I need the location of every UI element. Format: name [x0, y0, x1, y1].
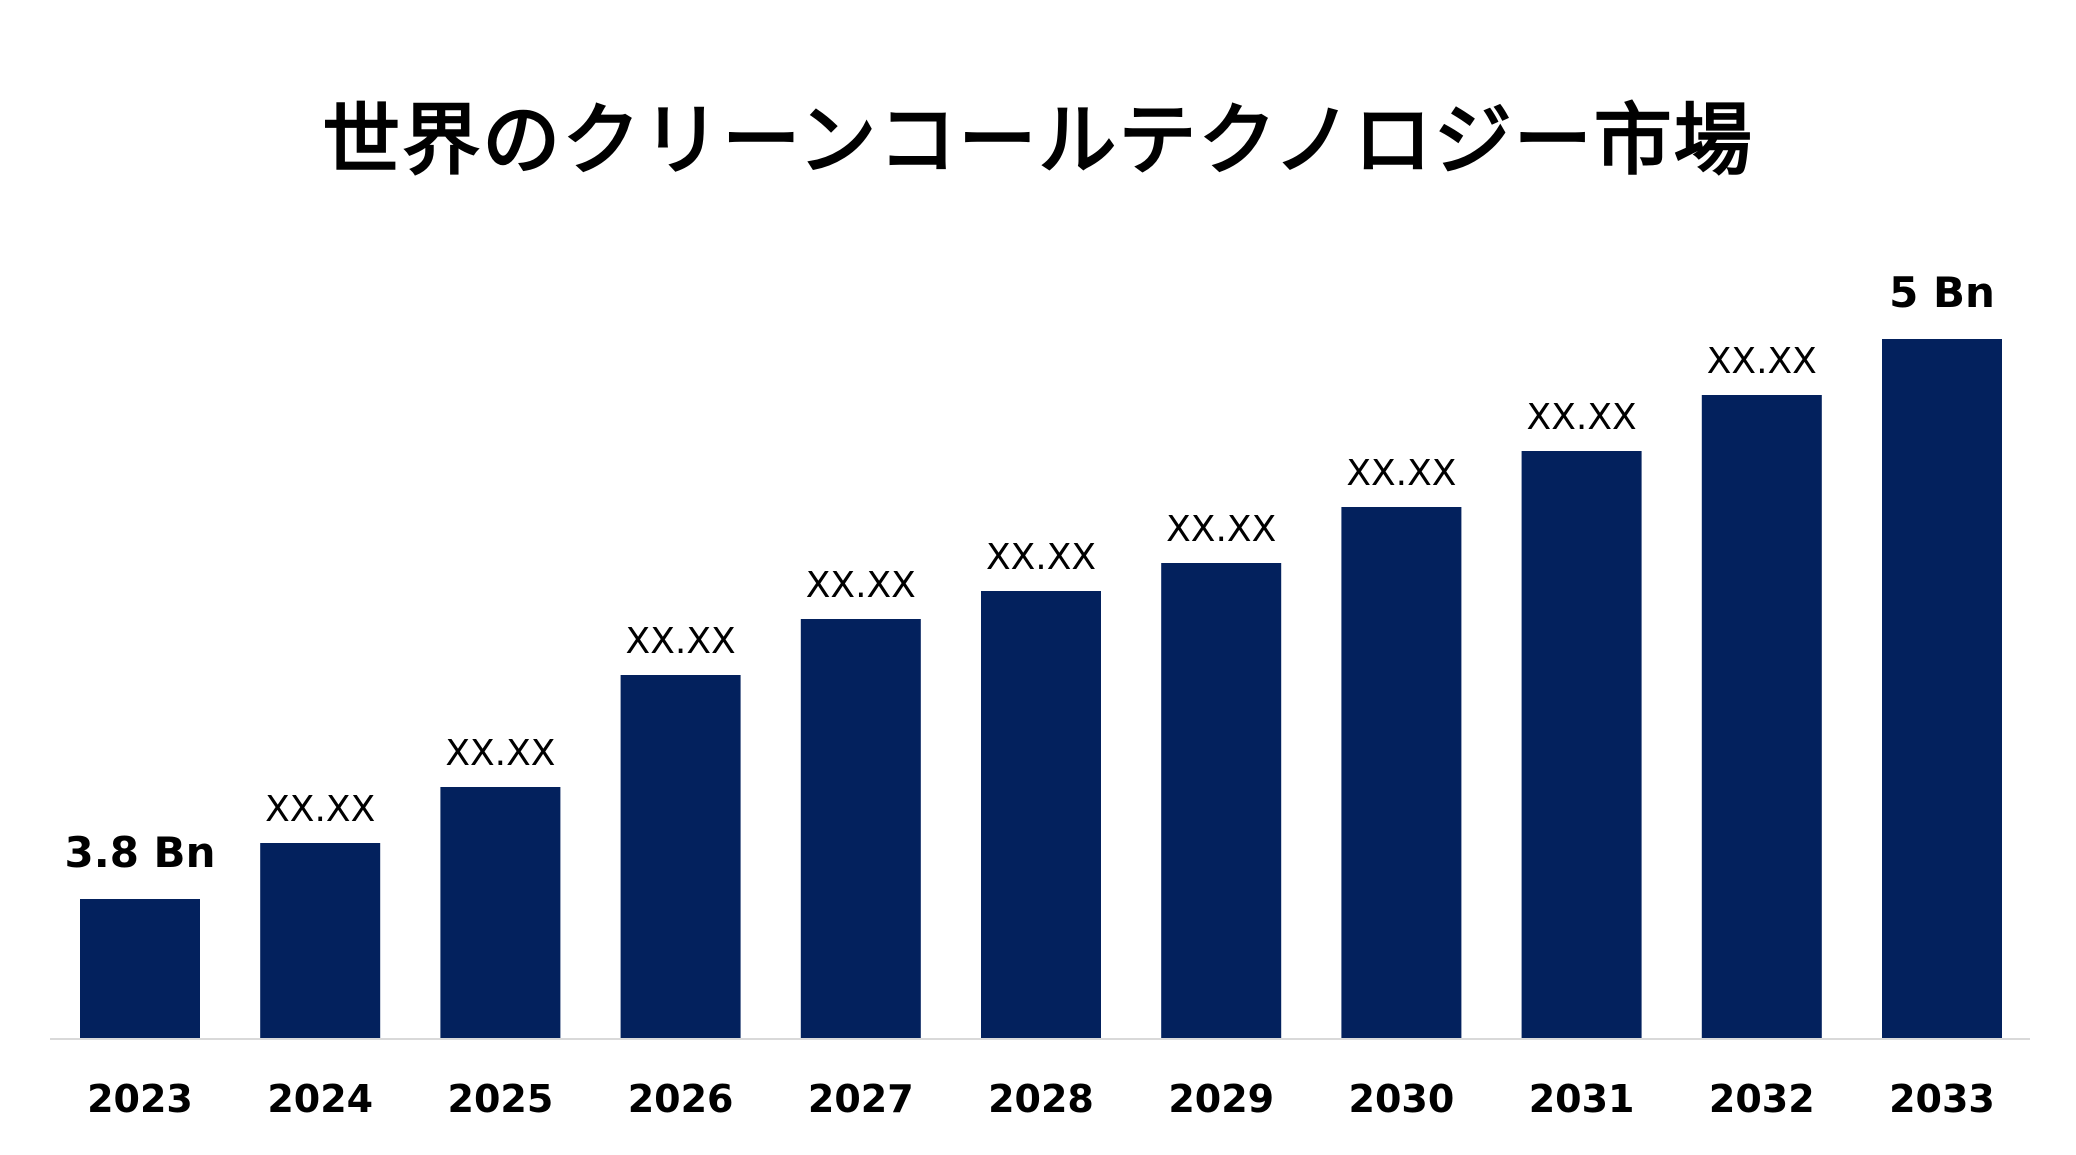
bar-2030 [1341, 507, 1462, 1039]
x-tick-labels: 2023 2024 2025 2026 2027 2028 2029 2030 2031 2032… [87, 1077, 1995, 1121]
bar-2028 [981, 591, 1101, 1039]
x-tick-label-2032: 2032 [1709, 1077, 1815, 1121]
data-label-2032: XX.XX [1707, 341, 1817, 382]
data-label-2028: XX.XX [986, 537, 1096, 578]
chart-title: 世界のクリーンコールテクノロジー市場 [322, 96, 1754, 186]
data-label-2030: XX.XX [1346, 453, 1456, 494]
bar-2029 [1161, 563, 1282, 1039]
x-tick-label-2026: 2026 [628, 1077, 734, 1121]
bar-2024 [260, 843, 381, 1039]
x-tick-label-2025: 2025 [448, 1077, 554, 1121]
bar-2031 [1521, 451, 1642, 1039]
bar-2032 [1701, 395, 1822, 1039]
data-label-2033: 5 Bn [1889, 268, 1995, 317]
x-tick-label-2030: 2030 [1349, 1077, 1455, 1121]
x-tick-label-2027: 2027 [808, 1077, 914, 1121]
data-label-2023: 3.8 Bn [65, 828, 216, 877]
bar-2023 [80, 899, 200, 1039]
x-tick-label-2029: 2029 [1168, 1077, 1274, 1121]
data-label-2031: XX.XX [1527, 397, 1637, 438]
x-tick-label-2028: 2028 [988, 1077, 1094, 1121]
data-label-2029: XX.XX [1166, 509, 1276, 550]
value-labels-layer: 3.8 Bn XX.XX XX.XX XX.XX XX.XX XX.XX XX.XX XX.X… [65, 268, 1995, 877]
data-label-2025: XX.XX [445, 733, 555, 774]
bar-2027 [800, 619, 921, 1039]
x-tick-label-2024: 2024 [267, 1077, 373, 1121]
x-tick-label-2031: 2031 [1529, 1077, 1635, 1121]
bar-2026 [620, 675, 741, 1039]
bar-2033 [1882, 339, 2002, 1039]
data-label-2024: XX.XX [265, 789, 375, 830]
x-tick-label-2033: 2033 [1889, 1077, 1995, 1121]
x-tick-label-2023: 2023 [87, 1077, 193, 1121]
data-label-2026: XX.XX [626, 621, 736, 662]
bars-layer [80, 339, 2002, 1039]
bar-2025 [440, 787, 561, 1039]
data-label-2027: XX.XX [806, 565, 916, 606]
